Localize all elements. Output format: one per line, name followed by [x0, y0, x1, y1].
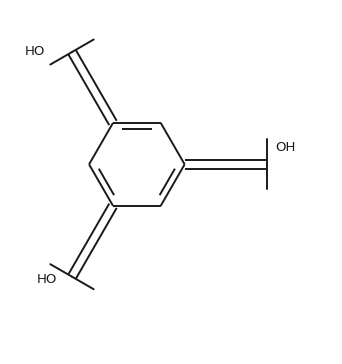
Text: HO: HO	[24, 45, 45, 58]
Text: HO: HO	[37, 273, 57, 286]
Text: OH: OH	[276, 141, 296, 154]
